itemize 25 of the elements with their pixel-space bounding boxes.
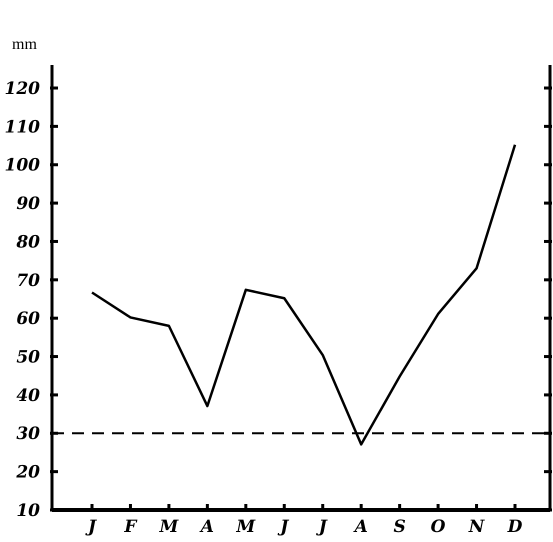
y-tick-label: 110 — [4, 117, 40, 138]
x-tick-label: J — [316, 517, 328, 537]
x-tick-label: J — [84, 517, 97, 537]
y-tick-label: 80 — [16, 232, 40, 252]
y-tick-label: 60 — [16, 309, 40, 330]
x-tick-label: M — [235, 517, 256, 537]
y-tick-label: 100 — [4, 156, 40, 176]
x-tick-label: D — [506, 517, 523, 537]
y-tick-label: 50 — [16, 348, 40, 368]
x-tick-label: O — [430, 517, 446, 537]
y-tick-label: 90 — [16, 194, 40, 214]
y-tick-label: 10 — [16, 500, 40, 521]
y-tick-label: 20 — [15, 462, 40, 483]
y-tick-label: 30 — [16, 424, 40, 444]
y-tick-label: 70 — [16, 270, 40, 291]
y-tick-label: 120 — [4, 78, 40, 99]
x-tick-label: N — [468, 517, 486, 537]
x-tick-label: J — [277, 517, 290, 537]
y-tick-label: 40 — [16, 386, 40, 406]
x-tick-label: S — [393, 517, 406, 537]
x-tick-label: F — [123, 517, 138, 537]
x-tick-label: M — [158, 517, 180, 537]
x-tick-label: A — [198, 517, 214, 537]
x-tick-label: A — [352, 517, 368, 537]
y-axis-title: mm — [12, 36, 37, 54]
